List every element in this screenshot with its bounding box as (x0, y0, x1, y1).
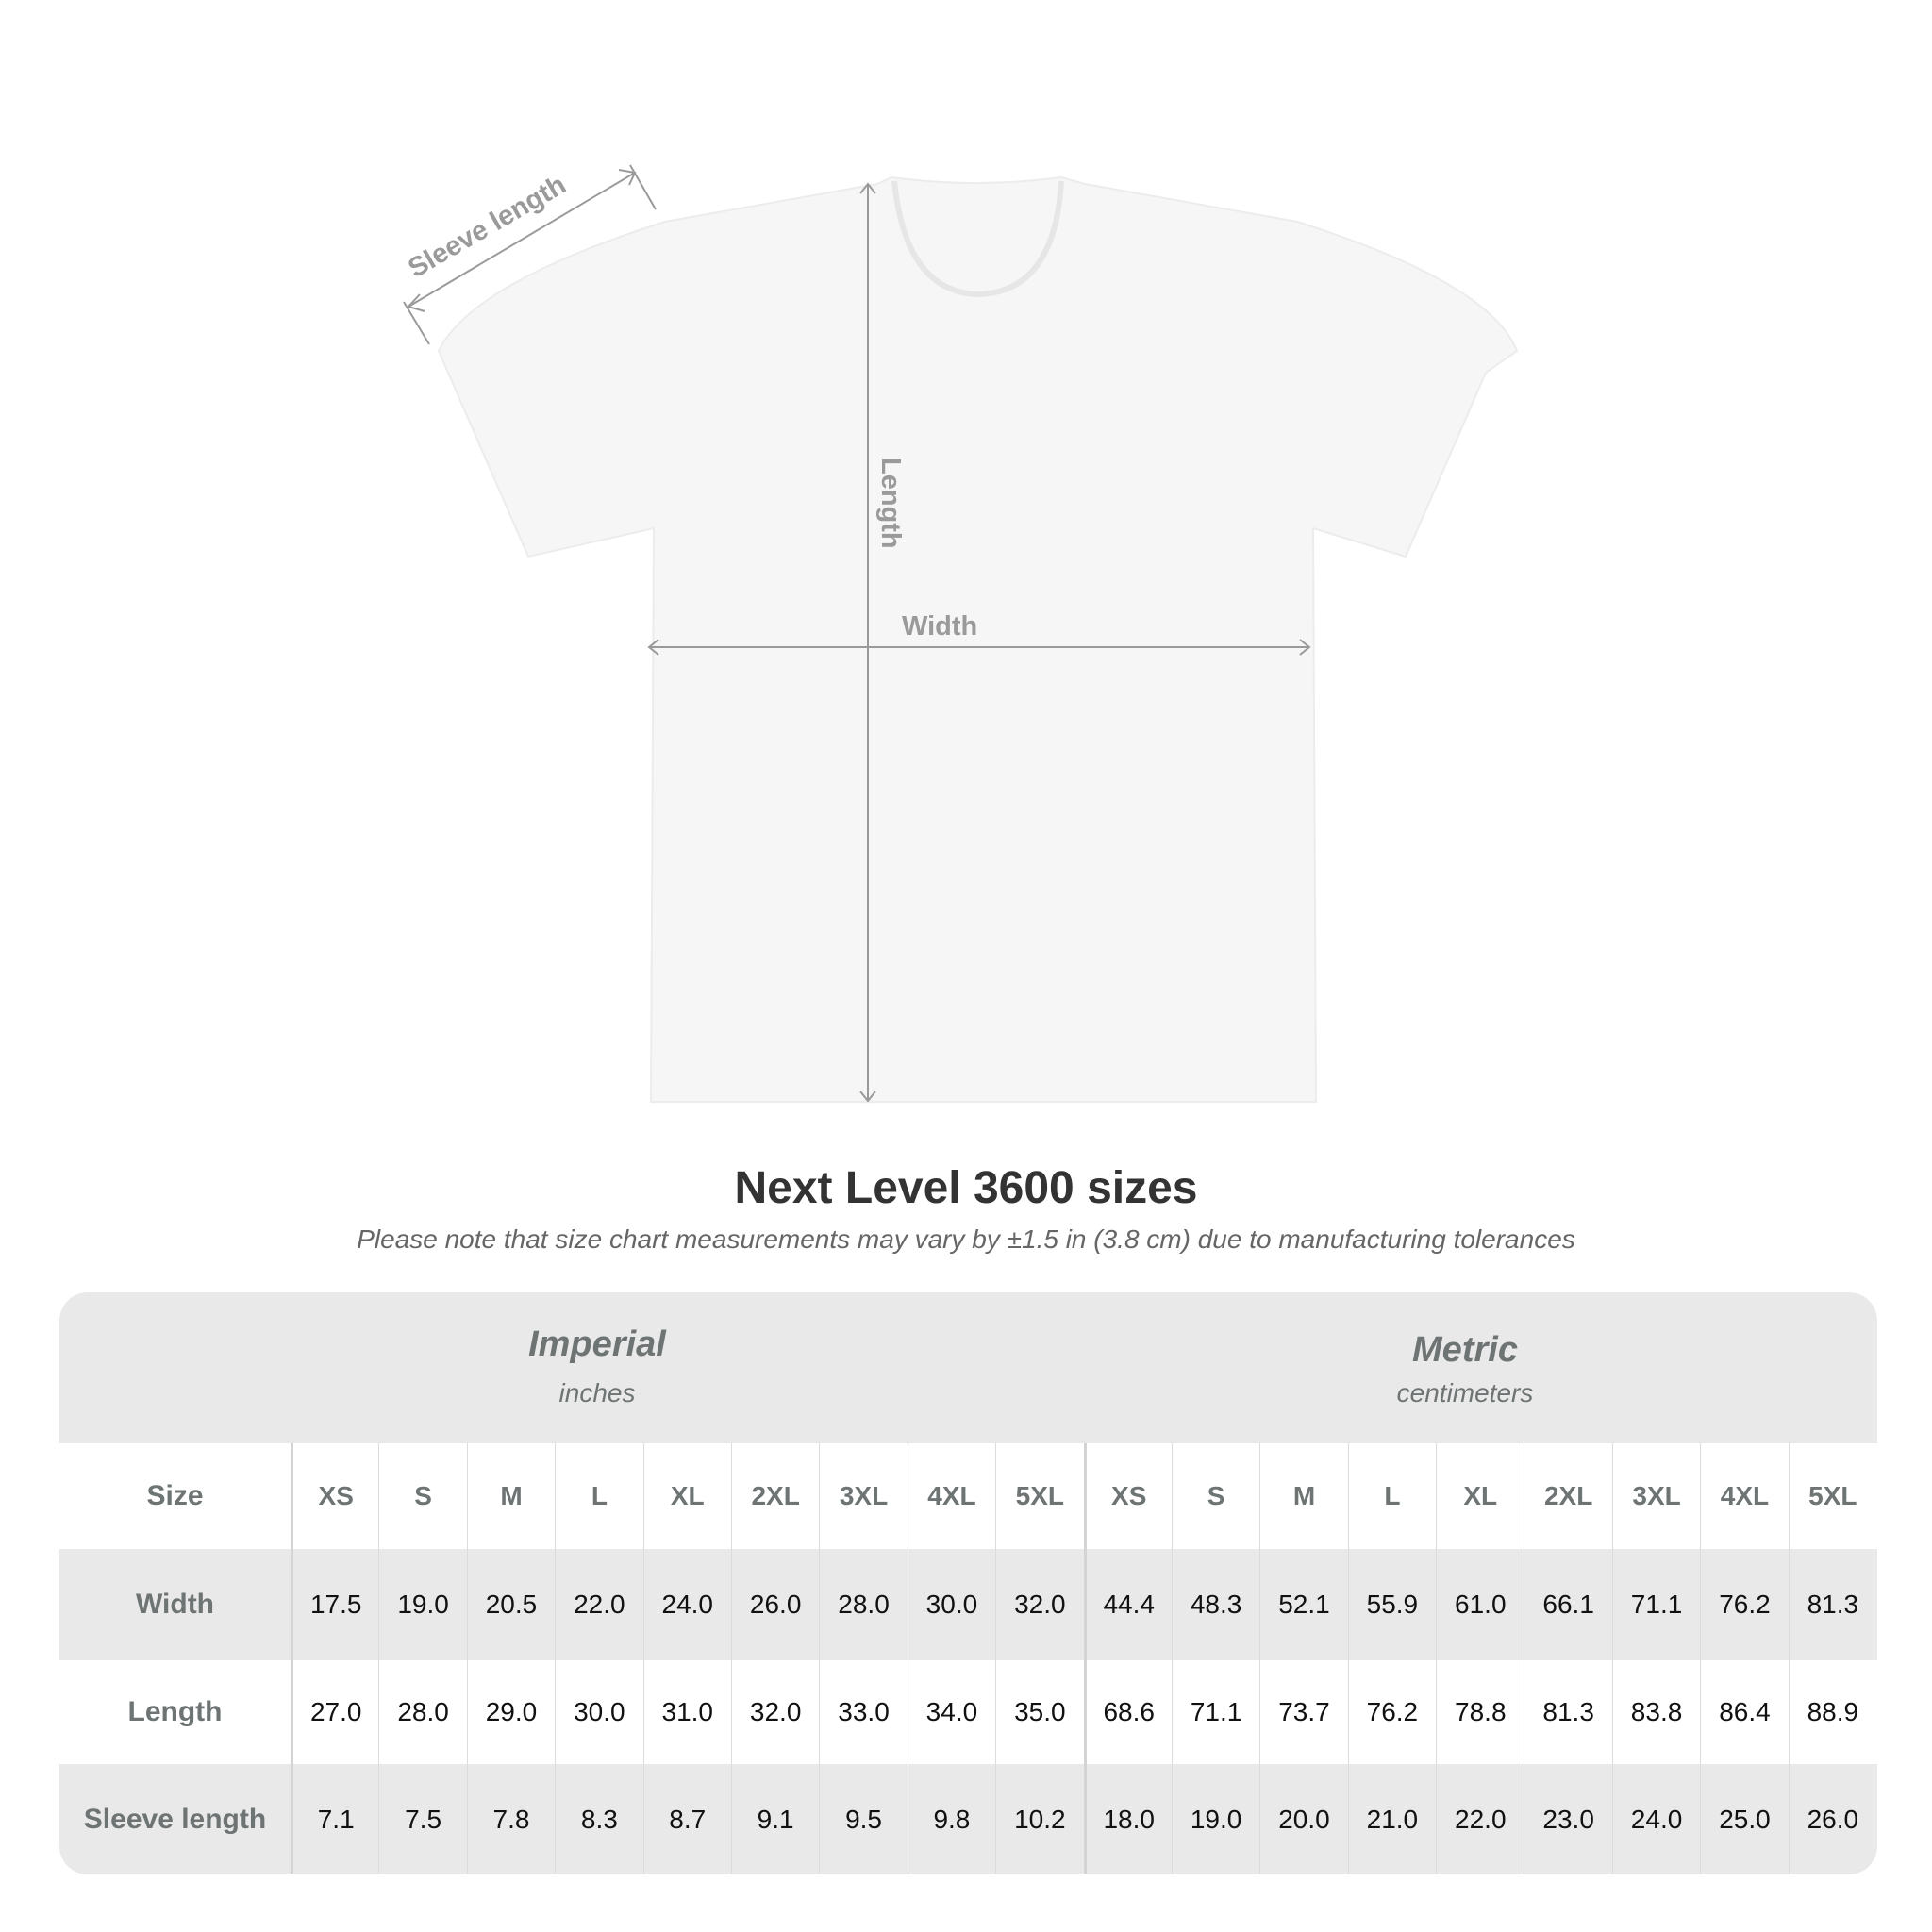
table-cell: 32.0 (730, 1660, 819, 1764)
table-cell: 7.8 (466, 1764, 555, 1874)
table-cell: 76.2 (1700, 1549, 1788, 1660)
size-header-cell: 5XL (995, 1443, 1083, 1549)
sleeve-arrow (408, 172, 636, 308)
table-cell: 76.2 (1347, 1660, 1436, 1764)
table-cell: 26.0 (730, 1549, 819, 1660)
length-label: Length (875, 458, 906, 549)
table-cell: 78.8 (1436, 1660, 1524, 1764)
size-header: Size (146, 1480, 204, 1511)
size-header-cell: XS (291, 1443, 378, 1549)
tolerance-note: Please note that size chart measurements… (357, 1224, 1575, 1254)
table-cell: 88.9 (1788, 1660, 1876, 1764)
table-cell: 20.0 (1259, 1764, 1347, 1874)
table-cell: 9.8 (907, 1764, 995, 1874)
table-cell: 35.0 (995, 1660, 1083, 1764)
row-label: Length (127, 1696, 223, 1727)
table-cell: 27.0 (291, 1660, 378, 1764)
table-cell: 19.0 (378, 1549, 466, 1660)
table-cell: 34.0 (907, 1660, 995, 1764)
size-table: Imperial inches Metric centimeters Size … (59, 1292, 1877, 1874)
tshirt-shape (437, 175, 1519, 1103)
table-cell: 73.7 (1259, 1660, 1347, 1764)
metric-label: Metric (1412, 1330, 1518, 1370)
table-cell: 7.5 (378, 1764, 466, 1874)
size-header-cell: 3XL (819, 1443, 907, 1549)
size-header-cell: XL (1436, 1443, 1524, 1549)
table-cell: 81.3 (1524, 1660, 1611, 1764)
imperial-unit: inches (558, 1378, 636, 1407)
imperial-header: Imperial inches (267, 1324, 927, 1408)
size-header-cell: XL (642, 1443, 731, 1549)
table-cell: 81.3 (1788, 1549, 1876, 1660)
page-title: Next Level 3600 sizes (734, 1163, 1198, 1213)
size-header-cell: S (378, 1443, 466, 1549)
table-cell: 83.8 (1611, 1660, 1700, 1764)
table-cell: 61.0 (1436, 1549, 1524, 1660)
table-row-width: Width 17.5 19.0 20.5 22.0 24.0 26.0 28.0 30.0 32… (59, 1549, 1877, 1660)
table-cell: 52.1 (1259, 1549, 1347, 1660)
table-cell: 28.0 (819, 1549, 907, 1660)
table-cell: 71.1 (1171, 1660, 1259, 1764)
size-header-cell: M (1259, 1443, 1347, 1549)
table-cell: 29.0 (466, 1660, 555, 1764)
table-cell: 30.0 (555, 1660, 642, 1764)
size-header-cell: 2XL (730, 1443, 819, 1549)
table-cell: 86.4 (1700, 1660, 1788, 1764)
table-cell: 24.0 (642, 1549, 731, 1660)
table-cell: 30.0 (907, 1549, 995, 1660)
size-header-cell: S (1171, 1443, 1259, 1549)
table-cell: 66.1 (1524, 1549, 1611, 1660)
table-cell: 31.0 (642, 1660, 731, 1764)
table-cell: 28.0 (378, 1660, 466, 1764)
table-cell: 23.0 (1524, 1764, 1611, 1874)
table-cell: 21.0 (1347, 1764, 1436, 1874)
size-header-cell: 5XL (1788, 1443, 1876, 1549)
table-cell: 22.0 (1436, 1764, 1524, 1874)
row-label: Sleeve length (83, 1803, 267, 1835)
table-cell: 44.4 (1083, 1549, 1172, 1660)
size-header-cell: L (1347, 1443, 1436, 1549)
table-cell: 9.5 (819, 1764, 907, 1874)
size-header-cell: 2XL (1524, 1443, 1611, 1549)
table-cell: 18.0 (1083, 1764, 1172, 1874)
tshirt-diagram: Sleeve length Length Width (403, 164, 1519, 1103)
table-cell: 26.0 (1788, 1764, 1876, 1874)
size-header-cell: 3XL (1611, 1443, 1700, 1549)
table-cell: 19.0 (1171, 1764, 1259, 1874)
table-row-sleeve-length: Sleeve length 7.1 7.5 7.8 8.3 8.7 9.1 9.5 9.8 10… (59, 1764, 1877, 1874)
size-header-cell: M (466, 1443, 555, 1549)
unit-header: Imperial inches Metric centimeters (59, 1292, 1877, 1443)
size-header-cell: L (555, 1443, 642, 1549)
table-cell: 9.1 (730, 1764, 819, 1874)
imperial-label: Imperial (528, 1324, 666, 1364)
table-row-length: Length 27.0 28.0 29.0 30.0 31.0 32.0 33.0 34.0 3… (59, 1660, 1877, 1764)
table-cell: 7.1 (291, 1764, 378, 1874)
collar (891, 180, 1064, 298)
table-cell: 71.1 (1611, 1549, 1700, 1660)
metric-unit: centimeters (1396, 1378, 1534, 1407)
table-cell: 20.5 (466, 1549, 555, 1660)
table-cell: 24.0 (1611, 1764, 1700, 1874)
width-label: Width (902, 611, 977, 641)
table-cell: 8.3 (555, 1764, 642, 1874)
size-row: Size XS S M L XL 2XL 3XL 4XL 5XL XS S M L XL 2XL 3XL 4XL… (59, 1443, 1877, 1549)
size-header-cell: 4XL (1700, 1443, 1788, 1549)
table-cell: 32.0 (995, 1549, 1083, 1660)
table-cell: 10.2 (995, 1764, 1083, 1874)
table-cell: 48.3 (1171, 1549, 1259, 1660)
table-cell: 25.0 (1700, 1764, 1788, 1874)
size-header-cell: 4XL (907, 1443, 995, 1549)
table-cell: 68.6 (1083, 1660, 1172, 1764)
size-header-cell: XS (1083, 1443, 1172, 1549)
table-cell: 55.9 (1347, 1549, 1436, 1660)
metric-header: Metric centimeters (1135, 1324, 1795, 1408)
table-cell: 22.0 (555, 1549, 642, 1660)
table-cell: 33.0 (819, 1660, 907, 1764)
row-label: Width (135, 1589, 215, 1620)
table-cell: 17.5 (291, 1549, 378, 1660)
table-cell: 8.7 (642, 1764, 731, 1874)
